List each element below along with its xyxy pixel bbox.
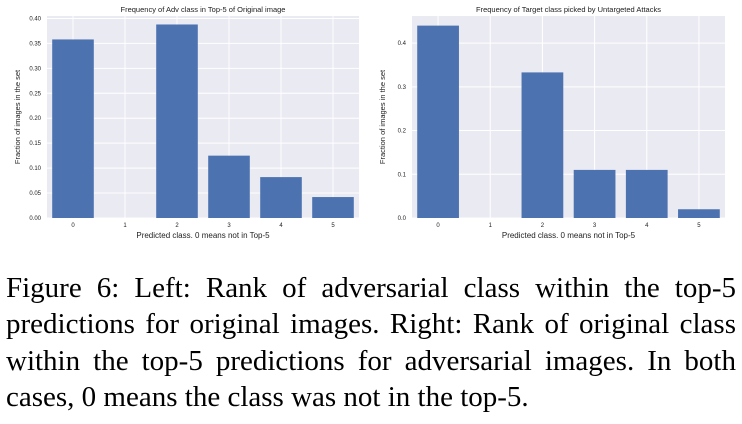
x-tick-label: 0 <box>436 223 440 229</box>
chart-title: Frequency of Target class picked by Unta… <box>476 5 661 14</box>
bar-0 <box>417 25 459 218</box>
y-tick-label: 0.25 <box>29 91 41 97</box>
y-tick-label: 0.35 <box>29 41 41 47</box>
y-tick-label: 0.2 <box>398 129 407 135</box>
y-tick-label: 0.05 <box>29 191 41 197</box>
x-tick-label: 4 <box>279 223 283 229</box>
y-tick-label: 0.20 <box>29 116 41 122</box>
bar-3 <box>573 169 616 218</box>
x-tick-label: 5 <box>697 223 701 229</box>
y-tick-label: 0.4 <box>398 41 407 47</box>
figure: 0.000.050.100.150.200.250.300.350.400 1 2 3… <box>13 5 725 240</box>
y-axis-label: Fraction of images in the set <box>13 69 22 164</box>
figure-caption: Figure 6: Left: Rank of adversarial clas… <box>6 272 736 414</box>
y-tick-label: 0.15 <box>29 141 41 147</box>
bar-0 <box>52 39 94 219</box>
y-tick-label: 0.40 <box>29 16 41 22</box>
bar-5 <box>678 209 720 218</box>
bar-3 <box>208 155 250 218</box>
x-axis-label: Predicted class. 0 means not in Top-5 <box>136 231 270 240</box>
x-axis-label: Predicted class. 0 means not in Top-5 <box>502 231 636 240</box>
bar-5 <box>312 197 354 218</box>
bar-4 <box>625 169 668 218</box>
plot-area <box>412 16 725 218</box>
y-tick-label: 0.3 <box>398 85 407 91</box>
x-tick-label: 0 <box>71 223 75 229</box>
y-axis-label: Fraction of images in the set <box>378 69 387 164</box>
x-tick-label: 2 <box>541 223 545 229</box>
chart-title: Frequency of Adv class in Top-5 of Origi… <box>121 5 286 14</box>
bar-2 <box>156 24 198 219</box>
y-tick-label: 0.1 <box>398 172 407 178</box>
x-tick-label: 3 <box>227 223 231 229</box>
x-tick-label: 1 <box>489 223 493 229</box>
bar-2 <box>521 72 564 219</box>
x-tick-label: 3 <box>593 223 597 229</box>
x-tick-label: 2 <box>175 223 179 229</box>
plot-area <box>47 16 359 218</box>
right-chart: 0.0 0.1 0.2 0.3 0.4 0 1 2 3 4 5 Frequency of Target… <box>378 5 725 240</box>
x-tick-label: 1 <box>123 223 127 229</box>
bar-4 <box>260 177 302 218</box>
y-tick-label: 0.10 <box>29 166 41 172</box>
x-tick-label: 4 <box>645 223 649 229</box>
left-chart: 0.00 0.05 0.10 0.15 0.20 0.25 0.30 0.35 0.40 0 1 2 3… <box>13 5 359 240</box>
y-tick-label: 0.0 <box>398 216 407 222</box>
x-tick-label: 5 <box>331 223 335 229</box>
y-tick-label: 0.30 <box>29 66 41 72</box>
y-tick-label: 0.00 <box>29 216 41 222</box>
